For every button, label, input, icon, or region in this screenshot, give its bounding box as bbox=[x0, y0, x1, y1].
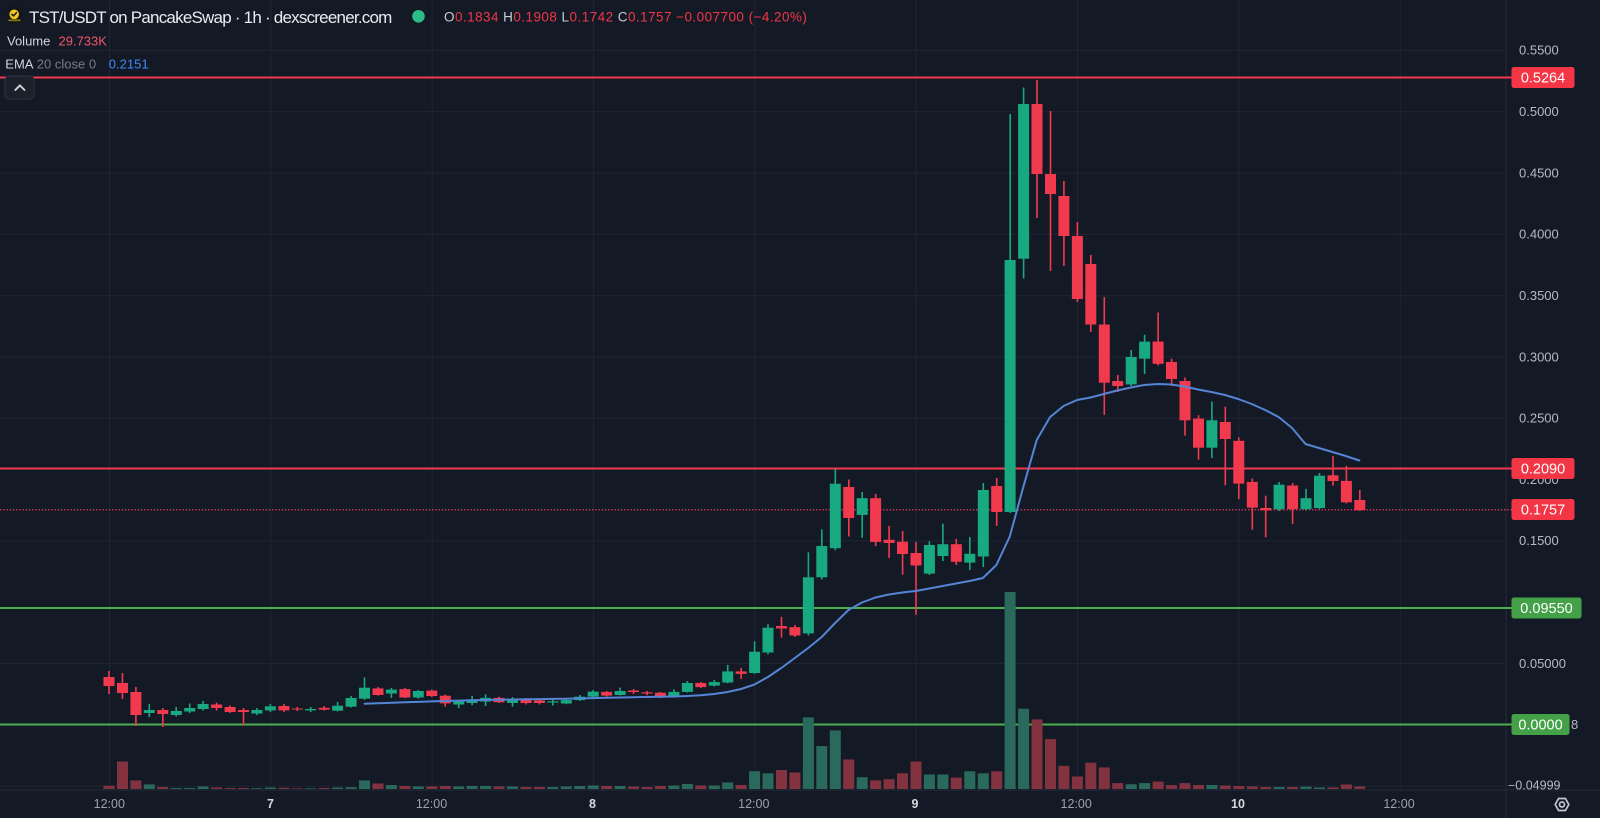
svg-text:0.2090: 0.2090 bbox=[1521, 462, 1565, 478]
svg-text:10: 10 bbox=[1231, 797, 1245, 811]
svg-text:0.09550: 0.09550 bbox=[1520, 601, 1572, 617]
svg-text:0.4000: 0.4000 bbox=[1519, 227, 1559, 242]
svg-text:O0.1834 H0.1908 L0.1742 C0.175: O0.1834 H0.1908 L0.1742 C0.1757 −0.00770… bbox=[444, 10, 807, 25]
svg-text:0.5000: 0.5000 bbox=[1519, 104, 1559, 119]
svg-text:0.1757: 0.1757 bbox=[1521, 503, 1565, 519]
svg-text:−0.04999: −0.04999 bbox=[1508, 779, 1561, 793]
svg-text:7: 7 bbox=[267, 797, 274, 811]
svg-text:0.3000: 0.3000 bbox=[1519, 349, 1559, 364]
svg-text:8: 8 bbox=[1571, 717, 1578, 732]
svg-text:12:00: 12:00 bbox=[94, 797, 125, 811]
svg-text:0.2500: 0.2500 bbox=[1519, 411, 1559, 426]
svg-text:0.5500: 0.5500 bbox=[1519, 43, 1559, 58]
svg-text:8: 8 bbox=[589, 797, 596, 811]
svg-text:TST/USDT on PancakeSwap · 1h ·: TST/USDT on PancakeSwap · 1h · dexscreen… bbox=[29, 8, 392, 27]
svg-text:0.3500: 0.3500 bbox=[1519, 288, 1559, 303]
svg-text:0.0000: 0.0000 bbox=[1518, 718, 1562, 734]
svg-text:0.4500: 0.4500 bbox=[1519, 165, 1559, 180]
svg-text:12:00: 12:00 bbox=[1061, 797, 1092, 811]
svg-text:12:00: 12:00 bbox=[738, 797, 769, 811]
svg-text:0.5264: 0.5264 bbox=[1521, 71, 1565, 87]
svg-text:0.1500: 0.1500 bbox=[1519, 533, 1559, 548]
svg-text:12:00: 12:00 bbox=[1383, 797, 1414, 811]
svg-text:9: 9 bbox=[912, 797, 919, 811]
svg-text:12:00: 12:00 bbox=[416, 797, 447, 811]
svg-text:0.05000: 0.05000 bbox=[1519, 656, 1566, 671]
